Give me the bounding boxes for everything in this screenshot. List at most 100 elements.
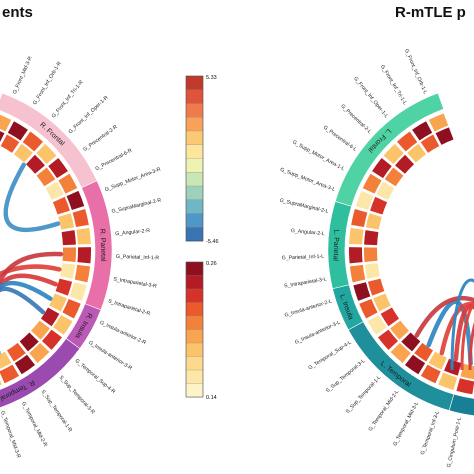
heat-cell — [62, 298, 81, 319]
heat-cell — [373, 293, 391, 312]
heat-cell — [69, 282, 87, 301]
heat-cell — [351, 208, 368, 228]
heat-cell — [13, 143, 33, 163]
region-label: G_Temporal_Sup-4-L — [308, 340, 353, 372]
region-label: S_Intraparietal-3-L — [284, 276, 327, 289]
heat-cell — [407, 143, 427, 163]
right-panel-title: R-mTLE p — [395, 4, 466, 21]
region-label: G_Supp_Motor_Area-1-L — [291, 139, 345, 172]
heat-cell — [384, 167, 404, 187]
heat-cell — [74, 264, 91, 283]
heat-cell — [72, 208, 89, 228]
colorbar-swatch — [185, 213, 204, 228]
heat-cell — [367, 314, 387, 335]
heat-cell — [378, 329, 398, 350]
colorbar-max-label: 0.26 — [206, 261, 217, 267]
heat-cell — [53, 314, 73, 335]
region-label: G_Supp_Motor_Area-3-L — [279, 167, 336, 193]
heat-cell — [349, 247, 363, 264]
left-panel-title: ents — [2, 4, 33, 21]
colorbar-swatch — [185, 369, 204, 384]
heat-cell — [401, 332, 421, 352]
heat-cell — [364, 247, 378, 262]
lobe-band — [81, 180, 113, 311]
heat-cell — [420, 134, 440, 153]
heat-cell — [58, 213, 75, 230]
heat-cell — [359, 298, 378, 319]
heat-cell — [0, 351, 12, 369]
colorbar-swatch — [185, 342, 204, 357]
connection-arch — [450, 278, 474, 371]
colorbar-swatch — [185, 315, 204, 330]
region-label: S_Sup_Temporal-3-L — [325, 358, 367, 394]
region-label: G_Parietal_Inf-1-R — [116, 254, 160, 262]
colorbar-swatch — [185, 103, 204, 118]
heat-cell — [7, 121, 28, 141]
heat-cell — [397, 131, 418, 152]
heat-cell — [22, 131, 43, 152]
heat-cell — [31, 320, 50, 340]
region-label: G_Parietal_Inf-1-L — [282, 254, 325, 262]
colorbar-swatch — [185, 144, 204, 159]
heat-cell — [414, 342, 434, 362]
heat-cell — [355, 190, 374, 210]
region-label: G_Precentral-6-L — [322, 125, 358, 153]
colorbar-swatch — [185, 302, 204, 317]
heat-cell — [364, 230, 379, 246]
colorbar-swatch — [185, 356, 204, 371]
colorbar-swatch — [185, 227, 204, 242]
heat-cell — [76, 227, 91, 245]
heat-cell — [420, 364, 441, 384]
heat-cell — [61, 230, 76, 246]
heat-cell — [40, 307, 60, 327]
connection-ribbon — [414, 295, 474, 338]
heat-cell — [390, 342, 411, 364]
heat-cell — [45, 181, 64, 200]
colorbar-max-label: 5.33 — [206, 75, 217, 81]
region-label: G_Precentral-6-R — [95, 148, 134, 173]
lobe-label: R. Parietal — [98, 229, 106, 262]
heat-cell — [29, 342, 50, 364]
heat-cell — [367, 278, 385, 296]
connection-ribbon — [0, 286, 46, 355]
heat-cell — [0, 380, 2, 386]
heat-cell — [60, 263, 76, 280]
heat-cell — [390, 320, 409, 340]
heat-cell — [55, 278, 73, 296]
region-label: S_Intraparietal-3-R — [113, 276, 157, 289]
heat-cell — [58, 173, 78, 194]
colorbar-swatch — [185, 158, 204, 173]
heat-cell — [395, 154, 414, 174]
heat-cell — [364, 263, 380, 280]
colorbar-swatch — [185, 383, 204, 398]
heat-cell — [380, 307, 400, 327]
heat-cell — [404, 354, 426, 375]
colorbar-frame — [185, 75, 204, 242]
lobe-band — [448, 393, 474, 416]
heat-cell — [48, 157, 68, 179]
heat-cell — [36, 143, 57, 165]
heat-cell — [0, 131, 5, 142]
heat-cell — [376, 181, 395, 200]
colorbar-frame — [185, 261, 204, 398]
colorbar-swatch — [185, 275, 204, 290]
heat-cell — [26, 154, 45, 174]
heat-cell — [62, 247, 76, 262]
heat-cell — [383, 143, 404, 165]
region-label: G_Temporal_Mid-3-R — [0, 410, 22, 459]
region-label: G_Angular-2-L — [291, 228, 326, 237]
colorbar-min-label: -5.46 — [206, 239, 219, 245]
t-value-colorbar: 5.33 -5.46 — [185, 75, 219, 245]
heat-cell — [428, 113, 449, 132]
connection-arch — [468, 322, 474, 371]
region-label: G_Insula-anterior-2-R — [99, 320, 147, 347]
heat-cell — [0, 134, 20, 153]
region-label: G_Temporal_Mid-2-L — [368, 389, 401, 432]
colorbar-swatch — [185, 89, 204, 104]
heat-cell — [66, 190, 85, 210]
colorbar-swatch — [185, 261, 204, 276]
